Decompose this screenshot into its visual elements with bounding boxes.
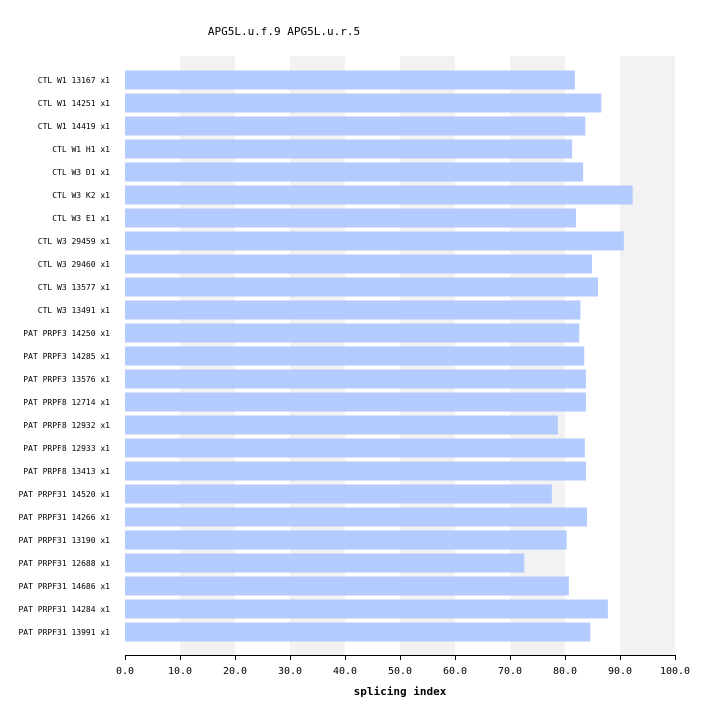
bar	[125, 93, 602, 113]
category-label: PAT PRPF31 12688 x1	[18, 559, 110, 568]
bar	[125, 139, 573, 159]
x-tick-label: 20.0	[223, 666, 247, 677]
category-label: PAT PRPF3 14250 x1	[23, 329, 110, 338]
category-label: PAT PRPF31 14284 x1	[18, 605, 110, 614]
bar	[125, 231, 624, 251]
x-tick-label: 90.0	[608, 666, 632, 677]
bar	[125, 369, 586, 389]
x-tick-label: 30.0	[278, 666, 302, 677]
category-label: PAT PRPF8 13413 x1	[23, 467, 110, 476]
category-label: CTL W1 14251 x1	[38, 99, 110, 108]
grid-band	[620, 56, 675, 655]
category-label: CTL W1 14419 x1	[38, 122, 110, 131]
bar	[125, 622, 591, 642]
x-tick-label: 100.0	[660, 666, 690, 677]
category-label: CTL W3 D1 x1	[52, 168, 110, 177]
x-axis-label: splicing index	[354, 685, 447, 698]
x-tick-label: 70.0	[498, 666, 522, 677]
bar	[125, 162, 584, 182]
x-tick-label: 50.0	[388, 666, 412, 677]
x-tick-label: 80.0	[553, 666, 577, 677]
chart-title: APG5L.u.f.9 APG5L.u.r.5	[208, 25, 360, 38]
category-label: CTL W3 13577 x1	[38, 283, 110, 292]
bar	[125, 484, 552, 504]
category-label: PAT PRPF3 14285 x1	[23, 352, 110, 361]
category-label: CTL W1 H1 x1	[52, 145, 110, 154]
category-labels: CTL W1 13167 x1 CTL W1 14251 x1 CTL W1 144…	[18, 76, 110, 637]
category-label: CTL W3 29459 x1	[38, 237, 110, 246]
category-label: PAT PRPF8 12933 x1	[23, 444, 110, 453]
bar	[125, 530, 567, 550]
bar	[125, 346, 585, 366]
x-tick-label: 0.0	[116, 666, 134, 677]
x-tick-label: 60.0	[443, 666, 467, 677]
x-tick-label: 40.0	[333, 666, 357, 677]
x-axis: 0.0 10.0 20.0 30.0 40.0 50.0 60.0 70.0 80.0 90.0 1…	[116, 655, 690, 677]
bar	[125, 323, 580, 343]
bar	[125, 277, 598, 297]
bar	[125, 208, 576, 228]
bar	[125, 553, 525, 573]
bars	[125, 70, 633, 642]
bar	[125, 415, 558, 435]
category-label: CTL W3 E1 x1	[52, 214, 110, 223]
category-label: PAT PRPF8 12932 x1	[23, 421, 110, 430]
category-label: CTL W1 13167 x1	[38, 76, 110, 85]
category-label: PAT PRPF31 14686 x1	[18, 582, 110, 591]
category-label: CTL W3 K2 x1	[52, 191, 110, 200]
bar	[125, 392, 586, 412]
bar	[125, 185, 633, 205]
category-label: PAT PRPF31 13190 x1	[18, 536, 110, 545]
bar	[125, 254, 592, 274]
category-label: PAT PRPF31 14266 x1	[18, 513, 110, 522]
category-label: CTL W3 13491 x1	[38, 306, 110, 315]
category-label: PAT PRPF3 13576 x1	[23, 375, 110, 384]
x-tick-label: 10.0	[168, 666, 192, 677]
bar	[125, 116, 586, 136]
category-label: PAT PRPF31 14520 x1	[18, 490, 110, 499]
bar	[125, 576, 569, 596]
bar	[125, 300, 581, 320]
category-label: PAT PRPF31 13991 x1	[18, 628, 110, 637]
bar	[125, 461, 586, 481]
bar	[125, 438, 585, 458]
bar	[125, 70, 575, 90]
category-label: PAT PRPF8 12714 x1	[23, 398, 110, 407]
category-label: CTL W3 29460 x1	[38, 260, 110, 269]
bar	[125, 507, 587, 527]
bar	[125, 599, 608, 619]
